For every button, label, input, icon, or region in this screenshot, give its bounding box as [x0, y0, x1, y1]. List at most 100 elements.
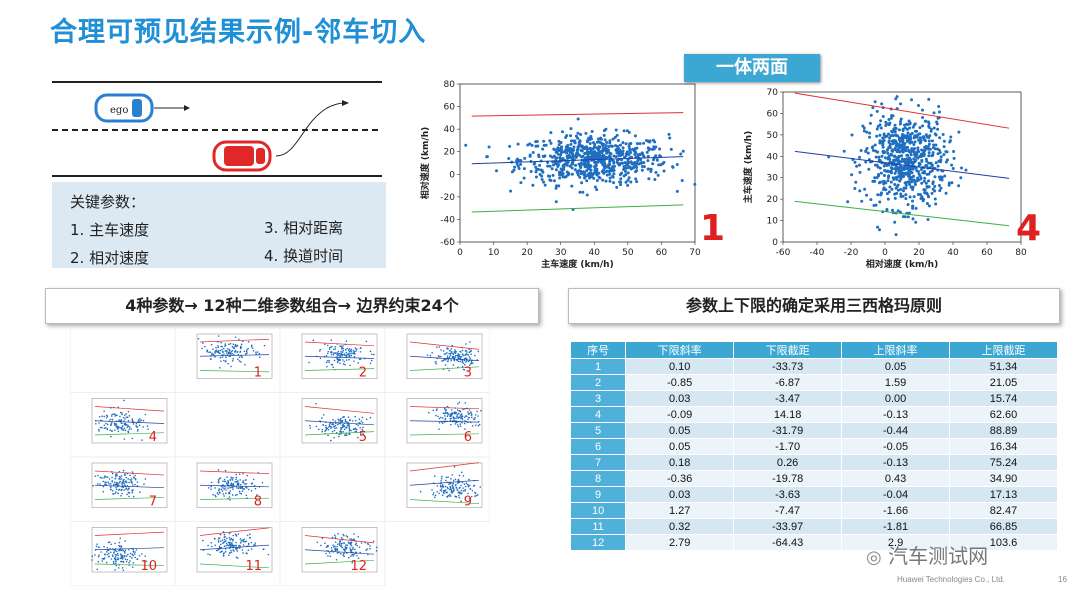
thumb-point [214, 544, 217, 547]
data-point [921, 124, 925, 128]
data-point [896, 188, 900, 192]
thumb-point [457, 353, 459, 355]
thumb-point [121, 422, 123, 425]
thumb-point [444, 417, 447, 420]
data-point [918, 154, 922, 158]
thumb-point [334, 420, 337, 422]
data-point [576, 172, 580, 176]
data-point [596, 151, 600, 155]
thumb-point [236, 493, 238, 496]
table-cell: 34.90 [949, 470, 1058, 487]
data-point [884, 169, 888, 173]
thumb-point [123, 420, 125, 422]
thumb-point [124, 418, 126, 420]
data-point [881, 145, 885, 149]
thumb-point [458, 496, 461, 499]
x-tick-label: 40 [947, 248, 959, 258]
y-tick-label: 80 [444, 80, 456, 90]
thumb-point [259, 356, 261, 359]
thumb-point [372, 540, 375, 543]
thumb-point [250, 345, 253, 348]
data-point [582, 170, 586, 174]
thumb-point [441, 417, 444, 419]
thumb-point [124, 484, 126, 487]
data-point [578, 139, 582, 143]
data-point [950, 163, 954, 167]
thumb-point [350, 555, 352, 557]
thumb-point [440, 480, 442, 482]
data-point [586, 162, 590, 166]
thumb-point [467, 418, 469, 421]
thumb-point [361, 416, 364, 419]
data-point [616, 144, 620, 148]
thumb-point [350, 544, 353, 547]
thumb-point [232, 549, 234, 551]
thumb-point [344, 418, 347, 421]
thumb-point [367, 543, 370, 545]
thumb-point [450, 352, 452, 355]
thumb-point [454, 354, 457, 357]
thumb-point [452, 364, 455, 366]
data-point [888, 146, 892, 150]
thumb-point [327, 434, 329, 437]
thumb-point [451, 412, 454, 414]
data-point [537, 153, 541, 157]
thumb-point [339, 362, 341, 365]
thumb-point [243, 538, 246, 541]
thumb-point [456, 417, 458, 419]
data-point [546, 174, 550, 178]
data-point [920, 152, 924, 156]
thumb-point [348, 358, 350, 361]
column-header: 序号 [569, 341, 627, 359]
thumb-point [471, 362, 474, 364]
data-point [542, 139, 546, 143]
data-point [906, 203, 910, 207]
data-point [898, 150, 902, 154]
data-point [914, 158, 918, 162]
thumb-point [210, 485, 212, 488]
data-point [896, 156, 900, 160]
data-point [944, 150, 948, 154]
data-point [904, 186, 908, 190]
data-point [487, 145, 491, 149]
thumb-point [352, 555, 355, 557]
thumb-point [469, 341, 471, 343]
y-tick-label: 20 [444, 148, 456, 158]
thumb-point [256, 351, 259, 353]
thumb-point [111, 413, 113, 416]
thumb-point [354, 553, 356, 555]
thumb-point [327, 428, 330, 431]
data-point [881, 187, 885, 191]
data-point [591, 141, 595, 145]
data-point [883, 156, 887, 160]
thumb-point [113, 422, 116, 425]
data-point [624, 154, 628, 158]
data-point [869, 113, 873, 117]
data-point [931, 187, 935, 191]
thumb-point [101, 415, 103, 418]
thumb-point [357, 535, 360, 538]
thumb-point [214, 356, 216, 358]
data-point [860, 199, 864, 203]
thumb-point [234, 336, 237, 339]
thumb-point [119, 537, 122, 540]
thumb-point [447, 359, 450, 361]
thumb-point [440, 490, 443, 492]
thumb-lower-line [199, 563, 270, 569]
data-point [626, 162, 630, 166]
data-point [585, 193, 589, 197]
data-point [540, 177, 544, 181]
data-point [899, 120, 903, 124]
data-point [902, 123, 906, 127]
thumb-point [94, 554, 96, 556]
data-point [593, 168, 597, 172]
thumb-point [136, 558, 139, 560]
table-row: 12 2.79 -64.43 2.9 103.6 [569, 534, 1058, 551]
thumb-lower-line [199, 497, 270, 500]
data-point [921, 115, 925, 119]
thumb-point [342, 542, 344, 544]
thumbnail-chart-10: 10 [70, 521, 176, 586]
thumb-point [130, 481, 133, 484]
thumb-point [123, 489, 125, 491]
data-point [850, 173, 854, 177]
